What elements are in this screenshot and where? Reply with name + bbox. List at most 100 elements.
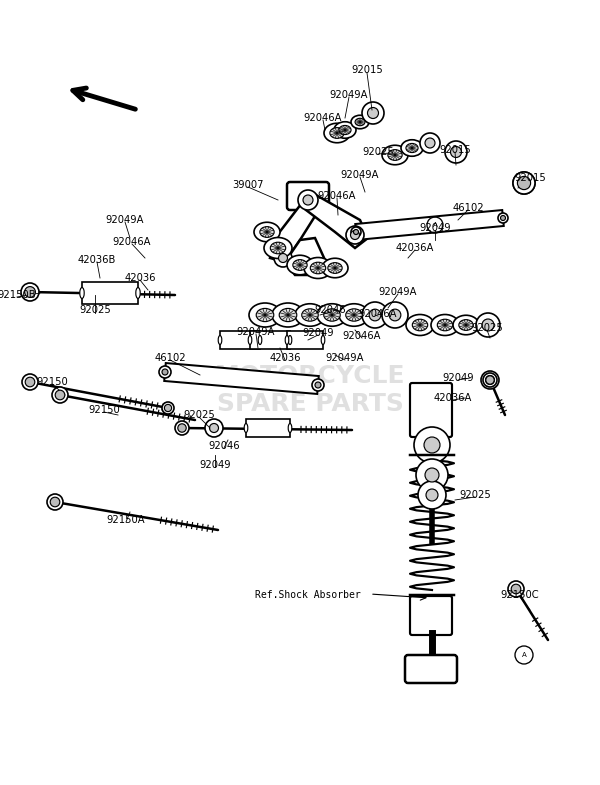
Polygon shape	[164, 363, 319, 394]
Circle shape	[22, 374, 38, 390]
Text: MOTORCYCLE
SPARE PARTS: MOTORCYCLE SPARE PARTS	[215, 364, 405, 416]
Polygon shape	[285, 238, 325, 275]
Text: 92046A: 92046A	[113, 237, 151, 247]
Circle shape	[25, 378, 35, 387]
Circle shape	[209, 423, 218, 433]
Circle shape	[25, 287, 35, 298]
Ellipse shape	[388, 150, 402, 160]
Circle shape	[518, 177, 530, 188]
Circle shape	[274, 249, 292, 267]
Text: 92025: 92025	[471, 323, 503, 333]
Ellipse shape	[271, 243, 286, 254]
Ellipse shape	[260, 227, 274, 237]
Circle shape	[486, 376, 494, 384]
Circle shape	[481, 371, 499, 389]
Circle shape	[483, 373, 497, 387]
Circle shape	[164, 404, 172, 411]
Circle shape	[382, 302, 408, 328]
Text: 92049: 92049	[442, 373, 474, 383]
Circle shape	[508, 581, 524, 597]
FancyBboxPatch shape	[82, 282, 138, 304]
Circle shape	[511, 584, 521, 593]
Text: 92015: 92015	[439, 145, 471, 155]
Circle shape	[162, 369, 168, 375]
Ellipse shape	[80, 287, 84, 298]
Text: 92015: 92015	[514, 173, 546, 183]
Ellipse shape	[249, 303, 281, 327]
Text: 92025: 92025	[79, 305, 111, 315]
Circle shape	[346, 226, 364, 244]
FancyBboxPatch shape	[405, 655, 457, 683]
Text: 92015: 92015	[351, 65, 383, 75]
Circle shape	[362, 102, 384, 124]
Text: 92049A: 92049A	[379, 287, 417, 297]
Ellipse shape	[334, 122, 356, 138]
Text: 92049A: 92049A	[330, 90, 368, 100]
Ellipse shape	[406, 144, 418, 152]
Circle shape	[517, 177, 530, 190]
Ellipse shape	[302, 309, 318, 321]
Ellipse shape	[330, 128, 344, 138]
Ellipse shape	[339, 304, 369, 327]
Ellipse shape	[351, 115, 369, 129]
Ellipse shape	[459, 319, 473, 330]
Ellipse shape	[324, 123, 350, 143]
Text: 92150: 92150	[88, 405, 120, 415]
Text: 92049A: 92049A	[106, 215, 144, 225]
Ellipse shape	[382, 145, 408, 165]
Ellipse shape	[406, 315, 434, 335]
Text: 92025: 92025	[362, 147, 394, 157]
Polygon shape	[355, 210, 504, 240]
Circle shape	[414, 427, 450, 463]
Circle shape	[178, 424, 186, 433]
FancyBboxPatch shape	[250, 331, 290, 349]
Ellipse shape	[136, 287, 140, 298]
Circle shape	[350, 231, 359, 239]
Ellipse shape	[288, 423, 292, 433]
Circle shape	[55, 390, 65, 400]
Ellipse shape	[401, 140, 423, 156]
Ellipse shape	[295, 304, 325, 327]
Text: 46102: 46102	[154, 353, 186, 363]
FancyBboxPatch shape	[220, 331, 260, 349]
Ellipse shape	[293, 260, 307, 270]
Circle shape	[418, 481, 446, 509]
Circle shape	[500, 216, 505, 221]
Circle shape	[52, 387, 68, 403]
Circle shape	[312, 379, 324, 391]
Circle shape	[205, 419, 223, 437]
Circle shape	[482, 319, 494, 331]
Ellipse shape	[324, 309, 340, 321]
Ellipse shape	[339, 126, 351, 134]
Ellipse shape	[256, 309, 274, 322]
Circle shape	[420, 133, 440, 153]
Text: 42036B: 42036B	[78, 255, 116, 265]
Text: 46102: 46102	[452, 203, 484, 213]
Circle shape	[425, 468, 439, 482]
Text: 42036A: 42036A	[434, 393, 472, 403]
Circle shape	[513, 172, 535, 194]
Ellipse shape	[321, 335, 325, 345]
Text: 42036A: 42036A	[396, 243, 434, 253]
Circle shape	[424, 437, 440, 453]
Ellipse shape	[279, 309, 297, 322]
Text: A: A	[521, 652, 526, 658]
Ellipse shape	[412, 319, 428, 330]
Ellipse shape	[288, 335, 292, 345]
Circle shape	[315, 382, 321, 388]
Text: 92025: 92025	[459, 490, 491, 500]
Text: 42036: 42036	[269, 353, 301, 363]
Circle shape	[278, 254, 287, 262]
Text: 92046A: 92046A	[318, 191, 356, 201]
Text: 92049: 92049	[302, 328, 334, 338]
Text: A: A	[433, 222, 437, 228]
FancyBboxPatch shape	[410, 596, 452, 635]
Text: 92049: 92049	[419, 223, 451, 233]
Ellipse shape	[254, 222, 280, 242]
Circle shape	[416, 459, 448, 491]
FancyBboxPatch shape	[246, 419, 290, 437]
Circle shape	[162, 402, 174, 414]
Ellipse shape	[244, 423, 248, 433]
Ellipse shape	[346, 309, 362, 321]
Text: 92046A: 92046A	[343, 331, 381, 341]
